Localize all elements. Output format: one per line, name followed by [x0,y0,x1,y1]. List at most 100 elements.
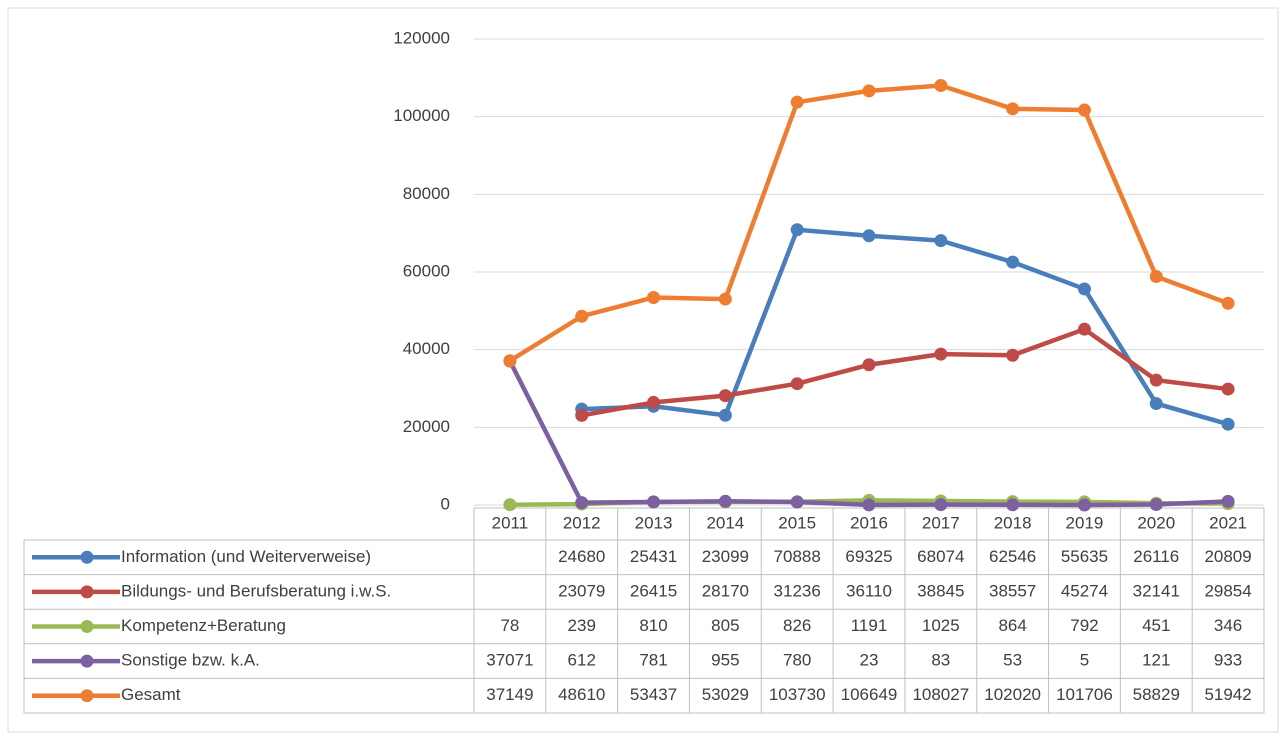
point [1006,102,1020,116]
table-value: 805 [711,616,739,635]
table-value: 955 [711,651,739,670]
table-value: 53437 [630,685,677,704]
legend-marker [80,689,94,703]
table-value: 239 [568,616,596,635]
point [934,78,948,92]
table-value: 23099 [702,547,749,566]
table-value: 781 [639,651,667,670]
series-line [581,227,1229,427]
point [934,347,948,361]
y-tick-label: 40000 [403,339,450,358]
x-tick-label: 2016 [850,513,888,532]
series-line [581,326,1229,418]
point [790,495,804,509]
point [718,292,732,306]
table-value: 26116 [1133,547,1179,566]
point [1077,322,1091,336]
table-value: 106649 [841,685,898,704]
y-tick-label: 60000 [403,261,450,280]
table-value: 36110 [846,581,892,600]
table-value: 121 [1142,651,1170,670]
table-value: 933 [1214,651,1242,670]
table-value: 101706 [1056,685,1113,704]
point [503,498,517,512]
point [1221,417,1235,431]
legend-label: Sonstige bzw. k.A. [121,651,260,670]
table-value: 58829 [1133,685,1180,704]
chart-border [7,7,1279,733]
table-value: 37149 [486,685,533,704]
legend-marker [80,654,94,668]
point [718,389,732,403]
y-tick-label: 80000 [403,184,450,203]
table-value: 37071 [486,651,533,670]
table-value: 23079 [558,581,605,600]
table-value: 23 [860,651,879,670]
x-tick-label: 2018 [994,513,1032,532]
table-value: 45274 [1061,581,1108,600]
legend-label: Gesamt [121,685,181,704]
point [1149,397,1163,411]
x-tick-label: 2021 [1209,513,1247,532]
point [647,290,661,304]
table-value: 69325 [845,547,892,566]
table-value: 53 [1003,651,1022,670]
table-value: 1025 [922,616,960,635]
point [934,498,948,512]
table-value: 810 [639,616,667,635]
point [575,496,589,510]
y-tick-label: 100000 [393,106,450,125]
x-tick-label: 2015 [778,513,816,532]
table-value: 48610 [558,685,605,704]
point [862,358,876,372]
table-value: 78 [500,616,519,635]
table-value: 780 [783,651,811,670]
table-value: 103730 [769,685,826,704]
point [503,354,517,368]
point [1221,382,1235,396]
table-value: 70888 [774,547,821,566]
table-value: 38845 [917,581,964,600]
y-tick-label: 120000 [393,28,450,47]
point [575,408,589,422]
table-value: 864 [998,616,1026,635]
x-tick-label: 2013 [635,513,673,532]
table-value: 62546 [989,547,1036,566]
point [1077,103,1091,117]
table-value: 29854 [1204,581,1251,600]
legend-marker [80,585,94,599]
table-value: 451 [1142,616,1170,635]
x-tick-label: 2020 [1137,513,1175,532]
point [790,223,804,237]
point [718,494,732,508]
point [575,309,589,323]
x-tick-label: 2017 [922,513,960,532]
table-value: 108027 [912,685,969,704]
point [790,377,804,391]
legend-marker [80,620,94,633]
legend-marker [80,550,94,564]
point [1077,282,1091,296]
table-value: 102020 [984,685,1041,704]
legend-label: Bildungs- und Berufsberatung i.w.S. [121,581,391,600]
table-value: 68074 [917,547,964,566]
table-value: 5 [1080,651,1089,670]
point [1149,373,1163,387]
point [1077,498,1091,512]
point [1149,498,1163,512]
table-value: 32141 [1133,581,1180,600]
table-value: 24680 [558,547,605,566]
table-value: 55635 [1061,547,1108,566]
table-value: 31236 [774,581,821,600]
table-value: 1191 [851,616,888,635]
x-tick-label: 2014 [706,513,744,532]
y-tick-label: 20000 [403,417,450,436]
point [647,395,661,409]
point [862,229,876,243]
point [934,234,948,248]
table-value: 83 [931,651,950,670]
legend-label: Kompetenz+Beratung [121,616,286,635]
table-value: 38557 [989,581,1036,600]
point [647,495,661,509]
point [1006,498,1020,512]
